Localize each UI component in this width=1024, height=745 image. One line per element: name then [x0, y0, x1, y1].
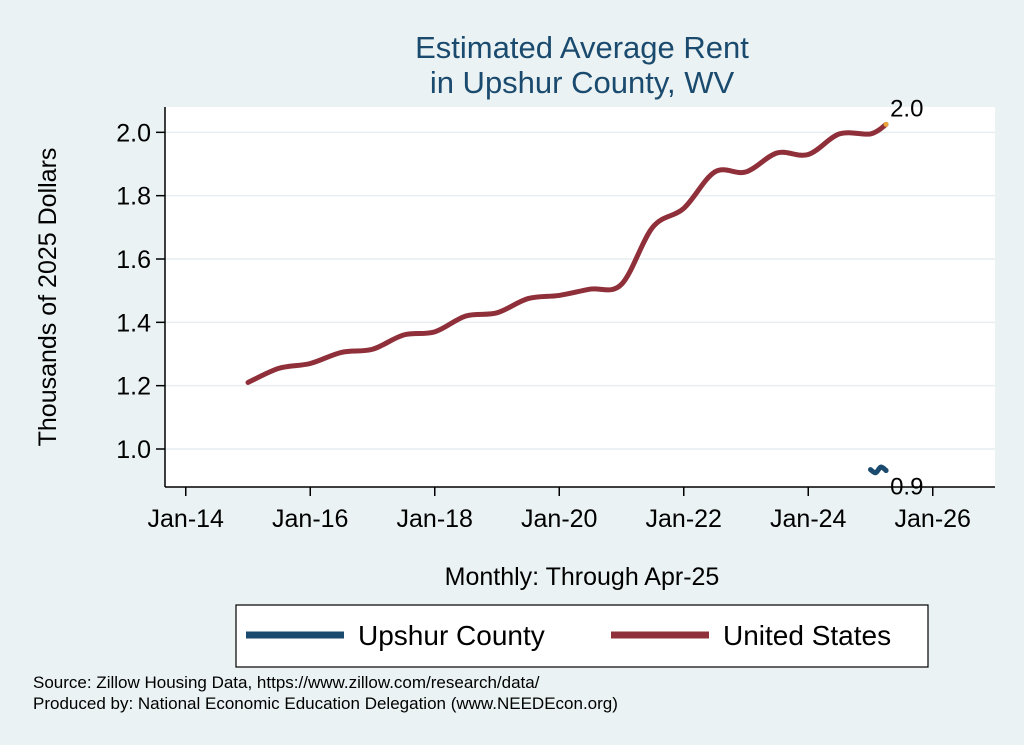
y-tick-label: 1.4: [116, 309, 151, 337]
legend-label-united-states: United States: [723, 620, 891, 651]
legend-label-upshur-county: Upshur County: [358, 620, 545, 651]
series-line-upshur-county: [868, 464, 889, 476]
plot-area: [165, 107, 995, 487]
series-group: 0.9 2.0: [245, 95, 923, 501]
y-tick-label: 1.6: [116, 246, 151, 274]
gridlines: [165, 131, 995, 450]
y-axis-ticks: 1.0 1.2 1.4 1.6 1.8 2.0: [116, 119, 165, 464]
x-tick-label: Jan-16: [272, 505, 348, 533]
y-tick-label: 1.2: [116, 373, 151, 401]
y-axis-title: Thousands of 2025 Dollars: [34, 148, 62, 447]
series-endpoint-united-states: [883, 121, 889, 127]
source-note: Source: Zillow Housing Data, https://www…: [33, 673, 540, 692]
x-tick-label: Jan-18: [397, 505, 473, 533]
y-tick-label: 2.0: [116, 119, 151, 147]
producer-note: Produced by: National Economic Education…: [33, 694, 618, 713]
series-endpoint-upshur-county: [883, 468, 889, 474]
x-tick-label: Jan-20: [521, 505, 597, 533]
x-tick-label: Jan-26: [895, 505, 971, 533]
legend-box: [235, 604, 929, 668]
chart-title-line-2: in Upshur County, WV: [430, 65, 735, 100]
y-tick-label: 1.0: [116, 436, 151, 464]
end-label-upshur-county: 0.9: [890, 474, 923, 501]
chart-title-line-1: Estimated Average Rent: [415, 30, 749, 65]
x-axis-ticks: Jan-14 Jan-16 Jan-18 Jan-20 Jan-22 Jan-24 Jan-…: [148, 487, 971, 533]
end-label-united-states: 2.0: [890, 95, 923, 122]
x-tick-label: Jan-14: [148, 505, 225, 533]
legend: Upshur County United States: [235, 604, 929, 668]
y-tick-label: 1.8: [116, 183, 151, 211]
x-tick-label: Jan-22: [646, 505, 722, 533]
series-line-united-states: [245, 121, 889, 385]
x-axis-title: Monthly: Through Apr-25: [445, 563, 720, 591]
x-tick-label: Jan-24: [770, 505, 847, 533]
